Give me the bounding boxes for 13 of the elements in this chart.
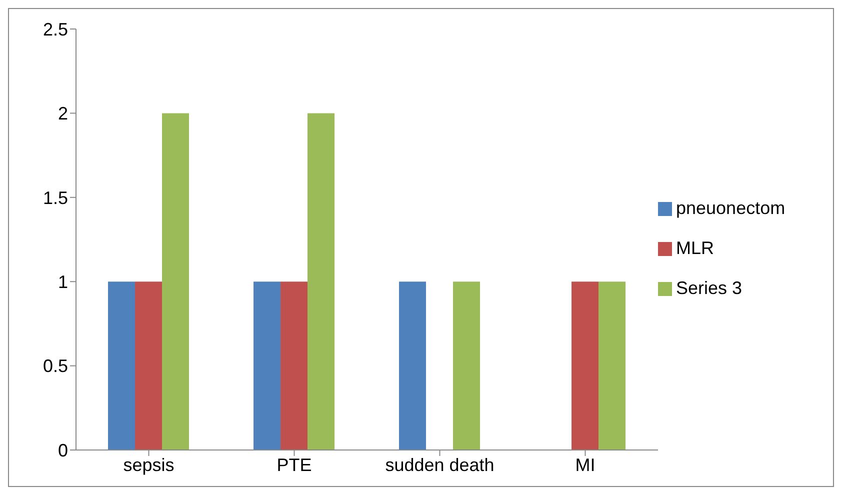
y-tick-label: 1.5 [42, 188, 68, 208]
y-tick-label: 0.5 [42, 356, 68, 376]
y-tick-label: 2.5 [42, 19, 68, 40]
y-tick-label: 2 [58, 104, 68, 124]
x-tick-label: PTE [276, 454, 312, 475]
legend-label: Series 3 [676, 278, 742, 298]
x-tick-label: sepsis [123, 454, 174, 475]
legend-label: MLR [676, 238, 714, 258]
legend-label: pneuonectom [676, 198, 786, 218]
x-tick-label: MI [575, 454, 596, 475]
y-tick-label: 1 [58, 272, 68, 292]
y-tick-label: 0 [58, 440, 68, 460]
x-tick-label: sudden death [385, 454, 494, 475]
